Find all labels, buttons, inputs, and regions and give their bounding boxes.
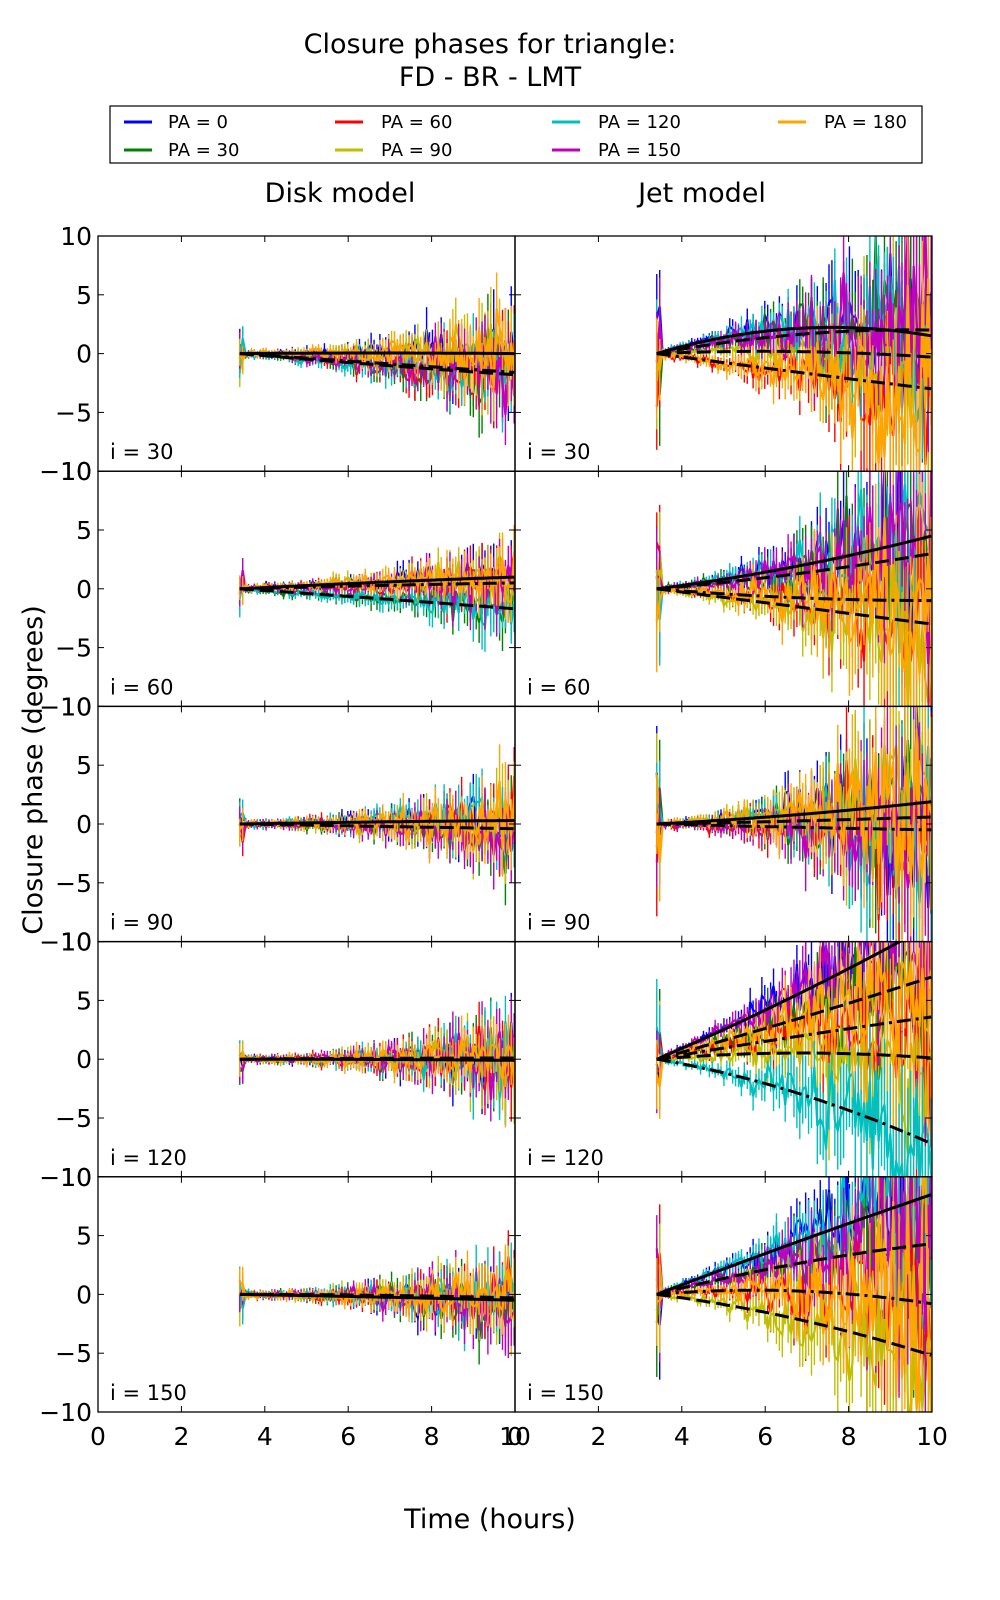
panel-data-r4-c1: [238, 992, 515, 1128]
model-curve-r1-c1-2: [239, 352, 515, 377]
model-curve-r4-c1-2: [239, 1056, 515, 1061]
model-curve-r3-c2-3: [656, 822, 932, 832]
panel-data-r3-c2: [655, 706, 932, 942]
model-curve-r2-c2-3: [656, 587, 932, 603]
panel-data-r1-c2: [655, 236, 932, 472]
model-curve-r2-c2-4: [656, 587, 932, 626]
model-curve-r2-c1-3: [239, 581, 515, 591]
panel-data-r2-c2: [655, 471, 932, 707]
model-curve-r1-c1-3: [239, 352, 515, 374]
panel-data-r4-c2: [655, 941, 932, 1177]
series-pa-180-r2-c2: [655, 471, 932, 707]
panel-data-r3-c1: [238, 744, 515, 906]
model-curve-r1-c2-3: [656, 352, 932, 391]
model-curve-r2-c1-2: [239, 587, 515, 611]
model-curve-r2-c1-1: [239, 575, 515, 591]
model-curve-r1-c1-1: [239, 351, 515, 356]
model-curve-r2-c2-1: [656, 534, 932, 591]
panel-data-r1-c1: [238, 272, 515, 445]
model-curve-r3-c1-1: [239, 819, 515, 826]
model-curve-r1-c2-2: [656, 328, 932, 356]
model-curve-r3-c2-1: [656, 800, 932, 826]
model-curve-r3-c2-2: [656, 815, 932, 826]
model-curve-r3-c1-2: [239, 822, 515, 831]
model-curve-r1-c2-4: [656, 349, 932, 359]
series-line: [655, 517, 932, 672]
panel-data-r2-c1: [238, 524, 515, 652]
model-curve-r2-c2-2: [656, 552, 932, 591]
data-layer: [238, 236, 932, 1413]
